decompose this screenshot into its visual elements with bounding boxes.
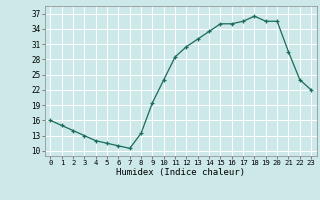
X-axis label: Humidex (Indice chaleur): Humidex (Indice chaleur) [116, 168, 245, 177]
